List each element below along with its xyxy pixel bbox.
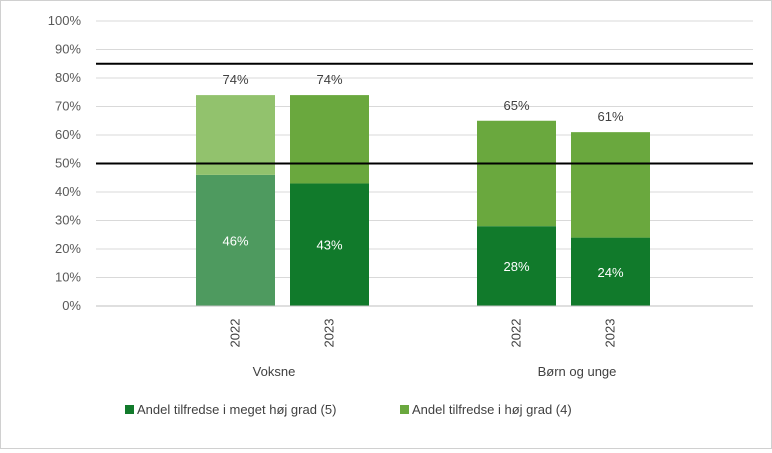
- legend: Andel tilfredse i meget høj grad (5) Ande…: [125, 402, 572, 417]
- y-tick-label: 100%: [48, 13, 82, 28]
- y-tick-label: 80%: [55, 70, 81, 85]
- y-axis: 0% 10% 20% 30% 40% 50% 60% 70% 80% 90% 100%: [48, 13, 82, 313]
- legend-swatch: [125, 405, 134, 414]
- bar-segment-meget-hoej: [477, 226, 556, 306]
- y-tick-label: 70%: [55, 99, 81, 114]
- data-label-total: 61%: [597, 109, 623, 124]
- y-tick-label: 40%: [55, 184, 81, 199]
- data-label-total: 65%: [503, 98, 529, 113]
- x-tick-label-year: 2022: [509, 319, 524, 348]
- x-axis: 2022 2023 Voksne 2022 2023 Børn og unge: [96, 305, 753, 379]
- y-tick-label: 20%: [55, 241, 81, 256]
- data-label-inner: 24%: [597, 265, 623, 280]
- data-label-total: 74%: [316, 72, 342, 87]
- data-labels: 46% 74% 43% 74% 28% 65% 24% 61%: [222, 72, 623, 280]
- bars: [196, 95, 650, 306]
- legend-swatch: [400, 405, 409, 414]
- legend-label: Andel tilfredse i meget høj grad (5): [137, 402, 336, 417]
- x-group-label: Børn og unge: [538, 364, 617, 379]
- bar-segment-hoej: [290, 95, 369, 184]
- x-tick-label-year: 2023: [603, 319, 618, 348]
- data-label-inner: 46%: [222, 233, 248, 248]
- x-group-label: Voksne: [253, 364, 296, 379]
- y-tick-label: 50%: [55, 156, 81, 171]
- reference-lines: [96, 62, 753, 165]
- bar-segment-meget-hoej: [571, 237, 650, 306]
- legend-label: Andel tilfredse i høj grad (4): [412, 402, 572, 417]
- y-tick-label: 10%: [55, 270, 81, 285]
- bar-segment-meget-hoej: [196, 174, 275, 306]
- y-tick-label: 60%: [55, 127, 81, 142]
- bar-segment-meget-hoej: [290, 183, 369, 306]
- x-tick-label-year: 2023: [322, 319, 337, 348]
- data-label-inner: 43%: [316, 238, 342, 253]
- x-tick-label-year: 2022: [228, 319, 243, 348]
- data-label-total: 74%: [222, 72, 248, 87]
- bar-segment-hoej: [196, 95, 275, 175]
- bar-segment-hoej: [571, 132, 650, 238]
- y-tick-label: 90%: [55, 42, 81, 57]
- y-tick-label: 0%: [62, 298, 81, 313]
- y-tick-label: 30%: [55, 213, 81, 228]
- bar-segment-hoej: [477, 120, 556, 227]
- data-label-inner: 28%: [503, 259, 529, 274]
